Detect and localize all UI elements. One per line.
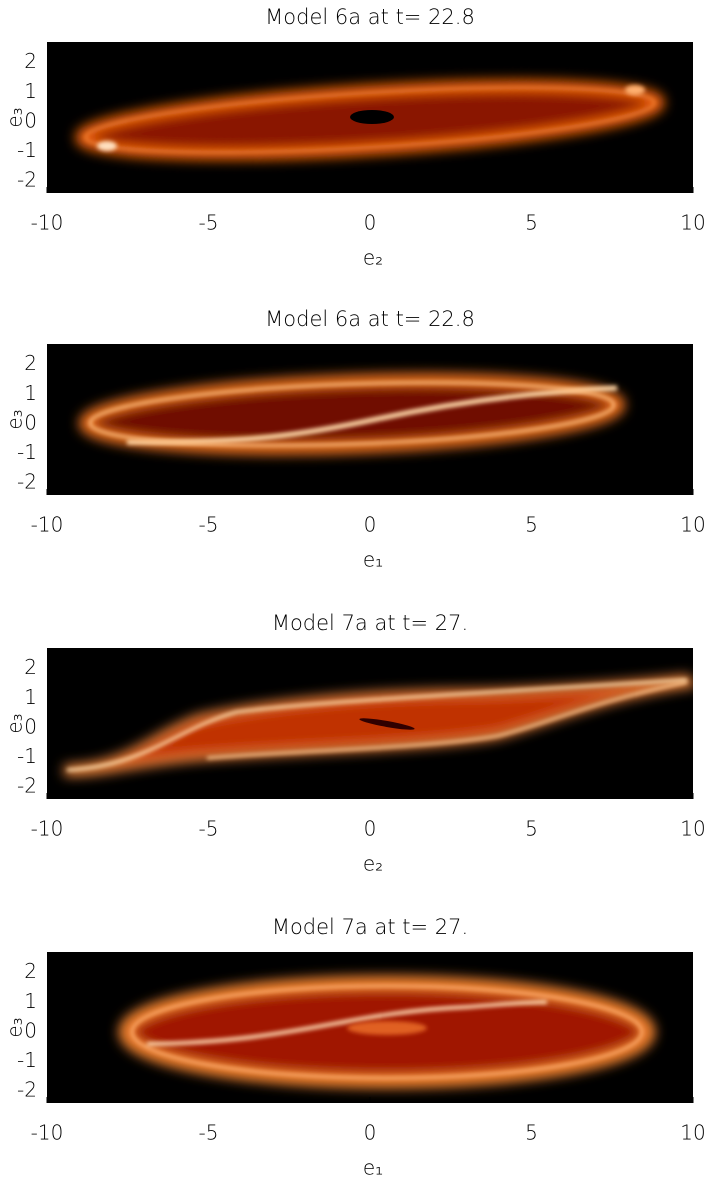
x-tick-label: -5 xyxy=(199,211,219,235)
y-tick-label: 0 xyxy=(24,714,37,738)
x-tick-label: 0 xyxy=(364,211,377,235)
x-tick-label: -10 xyxy=(31,513,64,537)
y-tick-label: 2 xyxy=(24,49,37,73)
density-image xyxy=(75,80,665,160)
y-tick-label: -1 xyxy=(17,744,37,768)
x-tick-label: -5 xyxy=(199,513,219,537)
x-tick-label: 10 xyxy=(680,513,705,537)
chart-title: Model 6a at t= 22.8 xyxy=(265,5,475,29)
density-feature xyxy=(84,86,656,154)
density-feature xyxy=(66,678,688,772)
x-tick-label: -5 xyxy=(199,1121,219,1145)
chart-title: Model 7a at t= 27. xyxy=(272,611,468,635)
y-axis-label: e₃ xyxy=(3,409,27,429)
y-tick-label: -2 xyxy=(17,470,37,494)
y-tick-label: 0 xyxy=(24,108,37,132)
x-axis-label: e₂ xyxy=(363,246,383,270)
x-tick-label: 5 xyxy=(525,211,538,235)
density-feature xyxy=(130,984,644,1080)
x-tick-label: -10 xyxy=(31,1121,64,1145)
chart-title: Model 6a at t= 22.8 xyxy=(265,307,475,331)
density-feature xyxy=(347,1021,427,1035)
y-tick-label: 1 xyxy=(24,79,37,103)
density-feature xyxy=(79,373,625,455)
y-axis-label: e₃ xyxy=(3,1017,27,1037)
y-tick-label: -2 xyxy=(17,1078,37,1102)
x-tick-label: 5 xyxy=(525,1121,538,1145)
density-feature xyxy=(625,85,645,95)
y-tick-label: -2 xyxy=(17,774,37,798)
x-tick-label: -10 xyxy=(31,817,64,841)
density-feature xyxy=(206,680,688,760)
density-feature xyxy=(359,718,415,730)
density-feature xyxy=(88,381,616,447)
density-image xyxy=(79,373,625,455)
x-axis-label: e₁ xyxy=(363,548,383,572)
density-feature xyxy=(126,385,618,445)
x-tick-label: 0 xyxy=(364,513,377,537)
x-tick-label: 0 xyxy=(364,817,377,841)
y-tick-label: -1 xyxy=(17,1048,37,1072)
y-tick-label: 2 xyxy=(24,351,37,375)
x-tick-label: 5 xyxy=(525,513,538,537)
x-tick-label: 10 xyxy=(680,211,705,235)
density-image xyxy=(119,976,655,1088)
y-tick-label: 0 xyxy=(24,410,37,434)
x-tick-label: 0 xyxy=(364,1121,377,1145)
y-tick-label: 1 xyxy=(24,989,37,1013)
density-feature xyxy=(146,1000,548,1046)
chart-title: Model 7a at t= 27. xyxy=(272,915,468,939)
y-axis-label: e₃ xyxy=(3,107,27,127)
x-tick-label: 10 xyxy=(680,817,705,841)
density-feature xyxy=(350,110,394,124)
density-feature xyxy=(97,141,117,151)
x-axis-label: e₂ xyxy=(363,852,383,876)
y-tick-label: 2 xyxy=(24,959,37,983)
y-tick-label: 1 xyxy=(24,381,37,405)
x-tick-label: -5 xyxy=(199,817,219,841)
x-tick-label: -10 xyxy=(31,211,64,235)
y-tick-label: -1 xyxy=(17,440,37,464)
y-tick-label: 2 xyxy=(24,655,37,679)
y-axis-label: e₃ xyxy=(3,713,27,733)
y-tick-label: -1 xyxy=(17,138,37,162)
y-tick-label: -2 xyxy=(17,168,37,192)
x-tick-label: 5 xyxy=(525,817,538,841)
y-tick-label: 1 xyxy=(24,685,37,709)
x-tick-label: 10 xyxy=(680,1121,705,1145)
y-tick-label: 0 xyxy=(24,1018,37,1042)
x-axis-label: e₁ xyxy=(363,1156,383,1180)
density-image xyxy=(64,674,693,777)
